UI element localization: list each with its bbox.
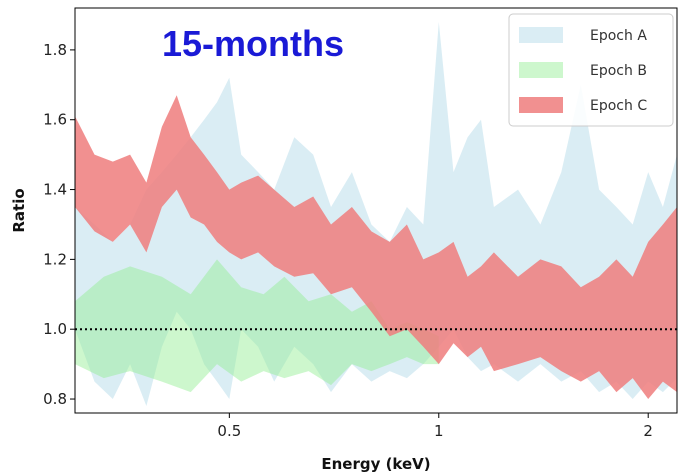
y-tick-label: 0.8	[43, 390, 67, 408]
y-axis-label: Ratio	[10, 188, 28, 232]
legend-label: Epoch C	[590, 98, 647, 114]
plot-frame	[74, 7, 678, 414]
x-tick-label: 1	[434, 422, 444, 440]
plot-area	[75, 22, 677, 406]
legend: Epoch A Epoch B Epoch C	[508, 13, 674, 127]
band-epoch-c	[75, 95, 677, 400]
bands-group	[75, 22, 677, 406]
x-tick-label: 2	[643, 422, 653, 440]
y-tick-label: 1.2	[43, 250, 67, 268]
legend-label: Epoch A	[590, 28, 647, 44]
legend-swatch	[519, 62, 563, 78]
legend-swatch	[519, 27, 563, 43]
y-tick-label: 1.8	[43, 41, 67, 59]
axes: 0.8 1.0 1.2 1.4 1.6 1.8 0.5 1 2	[43, 41, 653, 440]
x-axis-label: Energy (keV)	[321, 455, 430, 473]
legend-label: Epoch B	[590, 63, 647, 79]
band-epoch-b	[75, 259, 439, 393]
x-tick-label: 0.5	[217, 422, 241, 440]
legend-swatch	[519, 97, 563, 113]
y-tick-label: 1.0	[43, 320, 67, 338]
annotation-text: 15-months	[162, 23, 344, 64]
y-tick-label: 1.4	[43, 181, 67, 199]
y-tick-label: 1.6	[43, 111, 67, 129]
